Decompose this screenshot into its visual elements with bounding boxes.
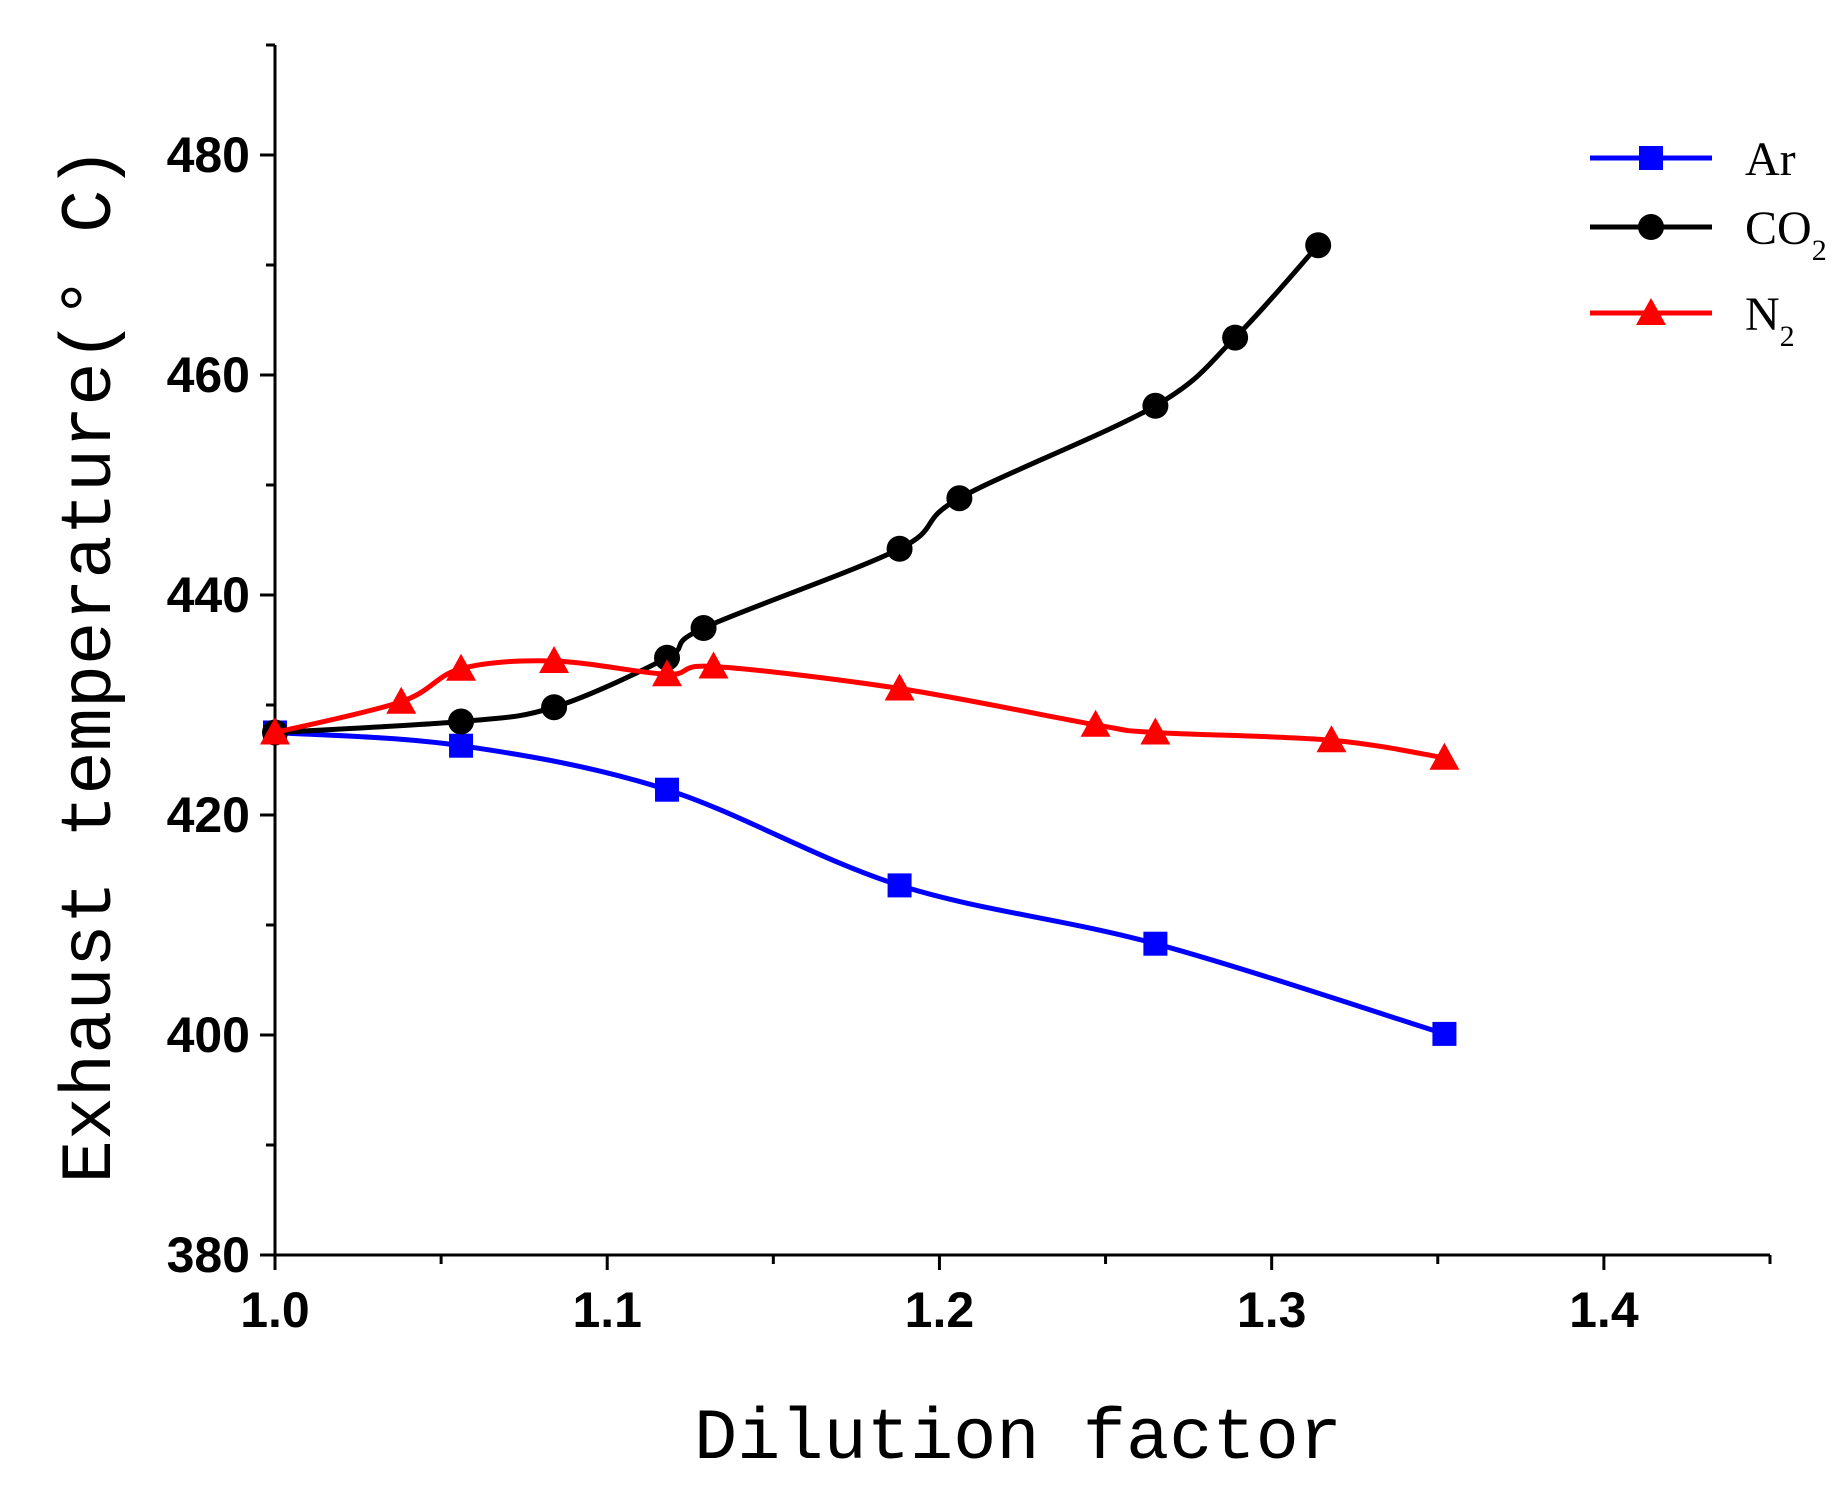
- data-point-ar: [887, 873, 912, 898]
- legend-label-co2: CO2: [1745, 202, 1827, 267]
- legend-subscript-co2: 2: [1812, 234, 1827, 267]
- data-point-co2: [690, 615, 717, 641]
- data-point-n2: [698, 651, 729, 679]
- data-point-ar: [1432, 1021, 1457, 1046]
- y-tick-label: 440: [167, 567, 250, 623]
- series-co2: [262, 232, 1332, 746]
- legend-item-n2: N2: [1590, 288, 1795, 353]
- legend-marker-ar: [1639, 146, 1663, 170]
- series-layer: [260, 232, 1460, 1046]
- data-point-co2: [946, 485, 973, 512]
- data-point-co2: [886, 535, 913, 562]
- data-point-n2: [386, 686, 417, 714]
- x-tick-label: 1.4: [1569, 1282, 1639, 1338]
- data-point-n2: [1080, 709, 1111, 737]
- data-point-ar: [449, 733, 474, 758]
- ticks: 1.0 1.1 1.2 1.3 1.4 380 400 420 440 460 480: [167, 43, 1772, 1338]
- y-tick-label: 480: [167, 127, 250, 183]
- series-n2: [260, 646, 1460, 770]
- data-point-co2: [1142, 392, 1169, 419]
- legend-item-ar: Ar: [1590, 133, 1796, 186]
- data-point-co2: [1222, 324, 1249, 351]
- data-point-n2: [446, 653, 477, 681]
- legend-label-ar: Ar: [1745, 133, 1796, 186]
- y-tick-label: 460: [167, 347, 250, 403]
- data-point-n2: [539, 646, 570, 673]
- legend-label-n2: N2: [1745, 288, 1795, 353]
- legend: Ar CO2 N2: [1590, 133, 1827, 353]
- data-point-n2: [1316, 725, 1347, 753]
- series-ar: [263, 720, 1457, 1046]
- data-point-co2: [541, 694, 568, 721]
- x-tick-label: 1.3: [1237, 1282, 1307, 1338]
- data-point-n2: [652, 659, 683, 687]
- data-point-n2: [1429, 742, 1460, 770]
- legend-item-co2: CO2: [1590, 202, 1827, 267]
- y-tick-label: 420: [167, 787, 250, 843]
- data-point-co2: [654, 644, 681, 671]
- legend-marker-n2: [1636, 298, 1666, 325]
- data-point-ar: [655, 777, 680, 802]
- series-line-ar: [274, 730, 1446, 1037]
- y-axis-title: Exhaust temperature(° C): [50, 147, 132, 1184]
- legend-subscript-n2: 2: [1780, 320, 1795, 353]
- y-tick-label: 380: [167, 1227, 250, 1283]
- x-tick-label: 1.2: [905, 1282, 975, 1338]
- x-tick-label: 1.1: [572, 1282, 642, 1338]
- data-point-n2: [260, 717, 290, 745]
- data-point-ar: [1143, 931, 1168, 956]
- data-point-n2: [1140, 717, 1171, 745]
- data-point-n2: [884, 673, 915, 701]
- axes: [273, 45, 1770, 1257]
- y-tick-label: 400: [167, 1007, 250, 1063]
- x-axis-title: Dilution factor: [694, 1398, 1342, 1480]
- x-tick-label: 1.0: [240, 1282, 310, 1338]
- series-line-co2: [274, 243, 1321, 735]
- data-point-co2: [1305, 232, 1332, 259]
- data-point-co2: [448, 708, 475, 735]
- legend-marker-co2: [1638, 214, 1664, 240]
